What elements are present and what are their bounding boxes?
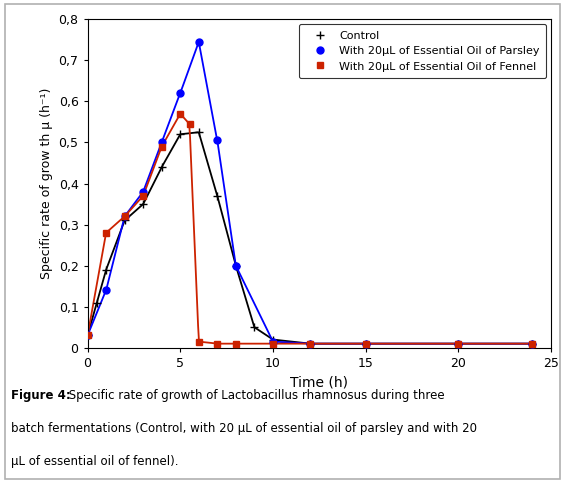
Legend: Control, With 20μL of Essential Oil of Parsley, With 20μL of Essential Oil of Fe: Control, With 20μL of Essential Oil of P… <box>299 24 546 78</box>
With 20μL of Essential Oil of Fennel <box>232 341 239 347</box>
With 20μL of Essential Oil of Fennel <box>186 121 193 127</box>
With 20μL of Essential Oil of Fennel <box>84 332 91 338</box>
Control <box>307 341 314 347</box>
With 20μL of Essential Oil of Fennel <box>121 213 128 219</box>
Control <box>140 201 146 207</box>
With 20μL of Essential Oil of Parsley <box>529 341 536 347</box>
Control <box>455 341 462 347</box>
With 20μL of Essential Oil of Parsley <box>362 341 369 347</box>
Control <box>529 341 536 347</box>
Line: Control: Control <box>84 128 537 348</box>
Control <box>214 193 221 199</box>
With 20μL of Essential Oil of Parsley <box>121 213 128 219</box>
With 20μL of Essential Oil of Parsley <box>232 263 239 269</box>
With 20μL of Essential Oil of Fennel <box>177 111 184 116</box>
With 20μL of Essential Oil of Parsley <box>103 287 110 293</box>
With 20μL of Essential Oil of Parsley <box>455 341 462 347</box>
With 20μL of Essential Oil of Fennel <box>214 341 221 347</box>
With 20μL of Essential Oil of Parsley <box>214 138 221 143</box>
With 20μL of Essential Oil of Parsley <box>270 339 276 344</box>
Control <box>270 337 276 342</box>
With 20μL of Essential Oil of Parsley <box>84 332 91 338</box>
Y-axis label: Specific rate of grow th μ (h⁻¹): Specific rate of grow th μ (h⁻¹) <box>40 88 53 279</box>
Line: With 20μL of Essential Oil of Parsley: With 20μL of Essential Oil of Parsley <box>84 39 536 347</box>
Control <box>93 299 100 305</box>
With 20μL of Essential Oil of Fennel <box>307 341 314 347</box>
With 20μL of Essential Oil of Fennel <box>195 339 202 344</box>
With 20μL of Essential Oil of Parsley <box>195 39 202 45</box>
Text: μL of essential oil of fennel).: μL of essential oil of fennel). <box>11 455 179 468</box>
Text: Figure 4:: Figure 4: <box>11 389 71 402</box>
With 20μL of Essential Oil of Fennel <box>529 341 536 347</box>
Control <box>232 263 239 269</box>
With 20μL of Essential Oil of Parsley <box>140 189 146 195</box>
Control <box>158 164 165 170</box>
X-axis label: Time (h): Time (h) <box>290 375 348 389</box>
Control <box>251 325 258 330</box>
With 20μL of Essential Oil of Fennel <box>362 341 369 347</box>
With 20μL of Essential Oil of Parsley <box>177 90 184 96</box>
With 20μL of Essential Oil of Fennel <box>140 193 146 199</box>
Control <box>103 267 110 272</box>
Control <box>362 341 369 347</box>
With 20μL of Essential Oil of Fennel <box>270 341 276 347</box>
Text: batch fermentations (Control, with 20 μL of essential oil of parsley and with 20: batch fermentations (Control, with 20 μL… <box>11 422 477 435</box>
With 20μL of Essential Oil of Parsley <box>307 341 314 347</box>
With 20μL of Essential Oil of Parsley <box>158 140 165 145</box>
Control <box>121 217 128 223</box>
With 20μL of Essential Oil of Fennel <box>455 341 462 347</box>
Control <box>195 129 202 135</box>
Line: With 20μL of Essential Oil of Fennel: With 20μL of Essential Oil of Fennel <box>85 111 535 346</box>
Control <box>177 131 184 137</box>
Text: Specific rate of growth of Lactobacillus rhamnosus during three: Specific rate of growth of Lactobacillus… <box>65 389 445 402</box>
With 20μL of Essential Oil of Fennel <box>158 143 165 149</box>
Control <box>84 332 91 338</box>
With 20μL of Essential Oil of Fennel <box>103 230 110 236</box>
